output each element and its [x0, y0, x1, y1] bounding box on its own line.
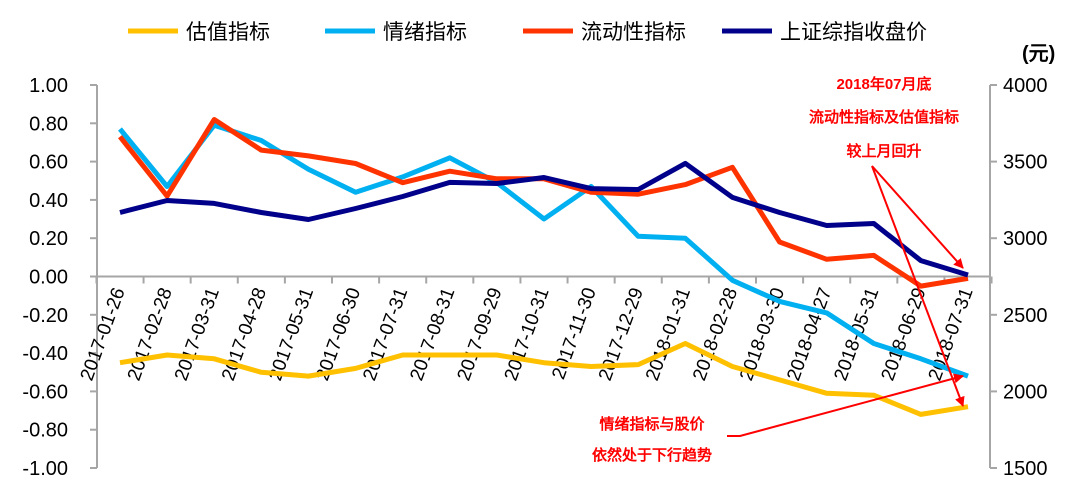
right-tick-label: 4000	[1003, 75, 1048, 97]
x-tick-label: 2017-07-31	[359, 285, 412, 384]
left-tick-label: -0.60	[22, 381, 68, 403]
left-tick-label: -0.20	[22, 305, 68, 327]
x-tick-label: 2018-01-31	[642, 285, 695, 384]
annotation-text: 情绪指标与股价	[599, 415, 705, 433]
left-tick-label: 1.00	[29, 75, 68, 97]
left-tick-label: -1.00	[22, 458, 68, 480]
left-tick-label: -0.80	[22, 420, 68, 442]
x-tick-label: 2017-02-28	[124, 285, 177, 384]
legend-label: 情绪指标	[383, 21, 467, 44]
right-tick-label: 2500	[1003, 305, 1048, 327]
right-tick-label: 2000	[1003, 381, 1048, 403]
left-tick-label: 0.60	[29, 152, 68, 174]
x-tick-label: 2017-08-31	[406, 285, 459, 384]
x-tick-label: 2017-05-31	[265, 285, 318, 384]
x-tick-label: 2017-12-29	[595, 285, 648, 384]
x-tick-label: 2017-10-31	[501, 285, 554, 384]
legend-label: 流动性指标	[581, 21, 686, 44]
x-tick-label: 2017-01-26	[77, 285, 130, 384]
x-tick-label: 2017-03-31	[171, 285, 224, 384]
left-tick-label: 0.20	[29, 228, 68, 250]
left-tick-label: -0.40	[22, 343, 68, 365]
annotation-arrow	[727, 373, 964, 437]
right-axis-unit-label: (元)	[1022, 43, 1055, 65]
left-tick-label: 0.80	[29, 113, 68, 135]
right-tick-label: 1500	[1003, 458, 1048, 480]
right-tick-label: 3500	[1003, 152, 1048, 174]
x-tick-label: 2017-09-29	[454, 285, 507, 384]
annotation-text: 2018年07月底	[836, 75, 931, 93]
annotation-text: 流动性指标及估值指标	[809, 108, 959, 126]
annotation-arrow	[871, 165, 965, 407]
legend-label: 上证综指收盘价	[780, 21, 927, 44]
annotation-arrow	[871, 165, 964, 269]
x-tick-label: 2018-04-27	[783, 285, 836, 384]
annotation-text: 依然处于下行趋势	[592, 446, 712, 464]
left-tick-label: 0.40	[29, 190, 68, 212]
series-line-2	[118, 117, 969, 289]
legend-label: 估值指标	[186, 21, 270, 44]
annotation-text: 较上月回升	[846, 142, 921, 160]
right-tick-label: 3000	[1003, 228, 1048, 250]
left-tick-label: 0.00	[29, 267, 68, 289]
